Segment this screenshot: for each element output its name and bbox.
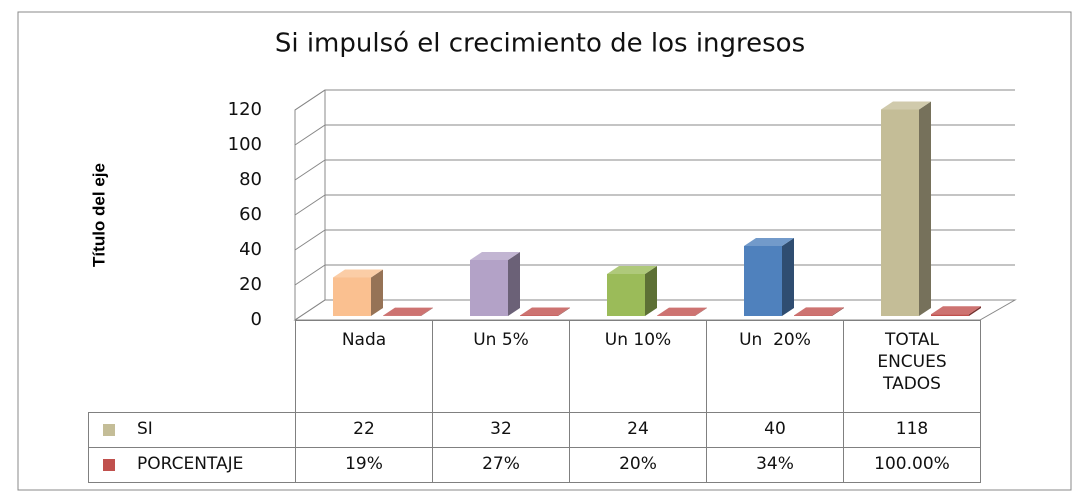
data-table-value: 19% bbox=[295, 447, 433, 483]
cell-text: SI bbox=[137, 419, 153, 439]
bar-side bbox=[558, 307, 570, 316]
grid-line bbox=[294, 194, 1015, 216]
cell-text: PORCENTAJE bbox=[137, 454, 244, 474]
bar-top bbox=[383, 307, 433, 316]
data-table-value: 34% bbox=[706, 447, 844, 483]
cell-text: 19% bbox=[345, 454, 383, 474]
category-label: Nada bbox=[295, 320, 433, 413]
bar bbox=[881, 109, 919, 316]
cell-text: 32 bbox=[490, 419, 512, 439]
bar-side bbox=[508, 252, 520, 316]
cell-text: 27% bbox=[482, 454, 520, 474]
data-table-value: 22 bbox=[295, 412, 433, 448]
bar-side bbox=[421, 307, 433, 316]
y-axis-title: Título del eje bbox=[89, 163, 108, 267]
bar-top bbox=[470, 252, 520, 260]
grid-line bbox=[294, 229, 1015, 251]
category-label: TOTAL ENCUES TADOS bbox=[843, 320, 981, 413]
data-table-value: 118 bbox=[843, 412, 981, 448]
bar bbox=[470, 260, 508, 316]
legend-swatch bbox=[103, 424, 115, 436]
cell-text: 40 bbox=[764, 419, 786, 439]
grid-line bbox=[294, 89, 1015, 111]
data-table-value: 32 bbox=[432, 412, 570, 448]
bar-top bbox=[881, 101, 931, 110]
bar-top bbox=[794, 307, 844, 316]
category-label: Un 20% bbox=[706, 320, 844, 413]
cell-text: 34% bbox=[756, 454, 794, 474]
bar bbox=[931, 314, 969, 316]
cell-text: 22 bbox=[353, 419, 375, 439]
y-tick-label: 100 bbox=[228, 134, 262, 155]
y-tick-label: 60 bbox=[239, 204, 262, 225]
cell-text: 24 bbox=[627, 419, 649, 439]
data-table-value: 40 bbox=[706, 412, 844, 448]
cell-text: 100.00% bbox=[874, 454, 950, 474]
y-tick-label: 40 bbox=[239, 239, 262, 260]
legend-swatch bbox=[103, 459, 115, 471]
bar-side bbox=[645, 266, 657, 316]
data-table-value: 20% bbox=[569, 447, 707, 483]
cell-text: Un 5% bbox=[473, 330, 529, 350]
bar-side bbox=[782, 238, 794, 316]
data-table-value: 24 bbox=[569, 412, 707, 448]
legend-entry: PORCENTAJE bbox=[88, 447, 296, 483]
grid-line bbox=[294, 159, 1015, 181]
y-tick-label: 20 bbox=[239, 274, 262, 295]
cell-text: Un 20% bbox=[739, 330, 811, 350]
bar bbox=[333, 277, 371, 316]
cell-text: Nada bbox=[341, 330, 387, 350]
y-tick-label: 80 bbox=[239, 169, 262, 190]
y-tick-label: 0 bbox=[251, 309, 262, 330]
y-tick-label: 120 bbox=[228, 99, 262, 120]
chart-title: Si impulsó el crecimiento de los ingreso… bbox=[275, 29, 805, 59]
cell-text: 20% bbox=[619, 454, 657, 474]
bar-top bbox=[333, 269, 383, 278]
bar bbox=[794, 315, 832, 316]
bar-top bbox=[744, 238, 794, 246]
bar-top bbox=[931, 306, 981, 315]
bar-side bbox=[371, 269, 383, 316]
bar-side bbox=[919, 101, 931, 316]
bar-side bbox=[695, 307, 707, 316]
bar-side bbox=[969, 306, 981, 316]
bar-top bbox=[657, 307, 707, 316]
bar-top bbox=[520, 307, 570, 316]
grid-line bbox=[294, 124, 1015, 146]
bar-top bbox=[607, 266, 657, 274]
data-table-value: 27% bbox=[432, 447, 570, 483]
cell-text: TOTAL ENCUES TADOS bbox=[877, 330, 953, 394]
category-label: Un 10% bbox=[569, 320, 707, 413]
bar-side bbox=[832, 307, 844, 316]
cell-text: Un 10% bbox=[604, 330, 672, 350]
category-label: Un 5% bbox=[432, 320, 570, 413]
legend-entry: SI bbox=[88, 412, 296, 448]
cell-text: 118 bbox=[895, 419, 929, 439]
bar bbox=[744, 246, 782, 316]
data-table-value: 100.00% bbox=[843, 447, 981, 483]
bar bbox=[607, 274, 645, 316]
